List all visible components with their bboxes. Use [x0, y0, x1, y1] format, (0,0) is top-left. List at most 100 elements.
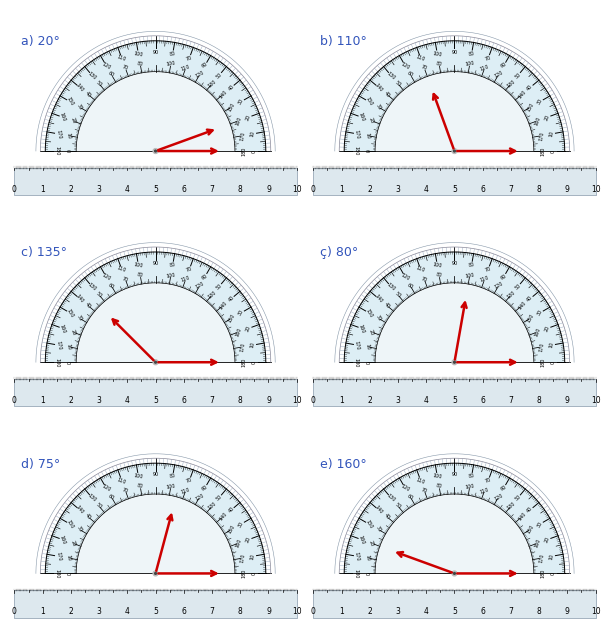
Text: 20: 20	[368, 117, 375, 125]
Text: 170: 170	[239, 131, 246, 141]
Text: 160: 160	[234, 538, 242, 548]
Text: 100: 100	[465, 272, 475, 278]
Text: 120: 120	[493, 70, 504, 79]
Text: 120: 120	[101, 483, 112, 492]
Text: 80: 80	[169, 262, 176, 268]
Text: 10: 10	[365, 132, 371, 140]
Text: b) 110°: b) 110°	[320, 35, 367, 48]
Text: 170: 170	[538, 131, 545, 141]
Text: 10: 10	[249, 131, 256, 138]
Circle shape	[153, 360, 158, 365]
Text: 9: 9	[266, 396, 271, 405]
Text: 20: 20	[368, 328, 375, 336]
Text: 140: 140	[374, 294, 384, 304]
Text: 9: 9	[565, 185, 570, 194]
Text: 0: 0	[252, 572, 257, 575]
Text: 40: 40	[383, 90, 391, 99]
Text: 20: 20	[245, 113, 252, 121]
Text: 130: 130	[87, 70, 98, 81]
Text: 80: 80	[436, 484, 443, 490]
Text: 70: 70	[121, 65, 129, 72]
Text: 10: 10	[292, 185, 301, 194]
Text: 50: 50	[393, 79, 402, 88]
Text: 140: 140	[517, 511, 527, 522]
Text: 70: 70	[185, 55, 193, 61]
Text: 30: 30	[375, 525, 382, 533]
Text: 70: 70	[121, 487, 129, 494]
Text: 80: 80	[468, 473, 475, 479]
Text: 60: 60	[107, 282, 115, 289]
Text: 80: 80	[137, 484, 144, 490]
Polygon shape	[76, 72, 235, 151]
Text: 140: 140	[517, 89, 527, 100]
Text: ç) 80°: ç) 80°	[320, 246, 358, 259]
Text: 110: 110	[181, 64, 191, 72]
Bar	[15, 168, 296, 195]
Text: 170: 170	[538, 553, 545, 563]
Text: 5: 5	[153, 396, 158, 405]
Text: 120: 120	[101, 272, 112, 281]
Text: 0: 0	[551, 361, 556, 364]
Text: 140: 140	[517, 300, 527, 311]
Text: 130: 130	[207, 501, 217, 511]
Text: 170: 170	[354, 129, 361, 139]
Circle shape	[454, 362, 455, 363]
Text: 40: 40	[228, 506, 235, 514]
Text: 30: 30	[76, 103, 83, 111]
Bar	[314, 379, 595, 406]
Text: 3: 3	[395, 185, 400, 194]
Text: 10: 10	[249, 342, 256, 349]
Text: 5: 5	[452, 185, 457, 194]
Text: 70: 70	[420, 276, 428, 283]
Text: 130: 130	[506, 79, 516, 88]
Text: 60: 60	[201, 62, 209, 69]
Text: 70: 70	[420, 65, 428, 72]
Text: 80: 80	[436, 61, 443, 67]
Text: 3: 3	[395, 607, 400, 616]
Text: 170: 170	[55, 129, 62, 139]
Circle shape	[452, 148, 457, 154]
Text: 7: 7	[210, 185, 215, 194]
Circle shape	[454, 573, 455, 574]
Text: 100: 100	[432, 262, 442, 268]
Text: 110: 110	[479, 275, 490, 284]
Text: 50: 50	[95, 291, 103, 299]
Text: 0: 0	[252, 361, 257, 364]
Text: 0: 0	[12, 607, 17, 616]
Text: 120: 120	[195, 493, 205, 502]
Text: 9: 9	[266, 607, 271, 616]
Text: 70: 70	[121, 276, 129, 283]
Text: 90: 90	[451, 261, 458, 266]
Text: 20: 20	[70, 540, 76, 547]
Text: 100: 100	[166, 483, 176, 490]
Text: 2: 2	[68, 607, 73, 616]
Text: 140: 140	[374, 83, 384, 93]
Text: 150: 150	[364, 308, 373, 318]
Text: 2: 2	[68, 396, 73, 405]
Text: 120: 120	[195, 282, 205, 291]
Text: 4: 4	[424, 396, 429, 405]
Text: 10: 10	[292, 607, 301, 616]
Text: 130: 130	[506, 501, 516, 511]
Circle shape	[153, 148, 158, 154]
Circle shape	[155, 573, 156, 574]
Text: 150: 150	[364, 97, 373, 107]
Text: 60: 60	[107, 493, 115, 500]
Text: 130: 130	[207, 290, 217, 300]
Text: 150: 150	[364, 519, 373, 529]
Polygon shape	[76, 283, 235, 362]
Text: 150: 150	[228, 524, 237, 534]
Text: 130: 130	[386, 493, 396, 503]
Text: 90: 90	[152, 50, 159, 55]
Text: 3: 3	[96, 607, 101, 616]
Text: 5: 5	[452, 607, 457, 616]
Polygon shape	[45, 252, 266, 362]
Text: 120: 120	[195, 70, 205, 79]
Text: 6: 6	[480, 396, 485, 405]
Text: 6: 6	[181, 396, 186, 405]
Text: 170: 170	[354, 340, 361, 350]
Text: 170: 170	[538, 342, 545, 352]
Text: 160: 160	[59, 534, 66, 545]
Text: 160: 160	[357, 534, 365, 545]
Text: 130: 130	[87, 493, 98, 503]
